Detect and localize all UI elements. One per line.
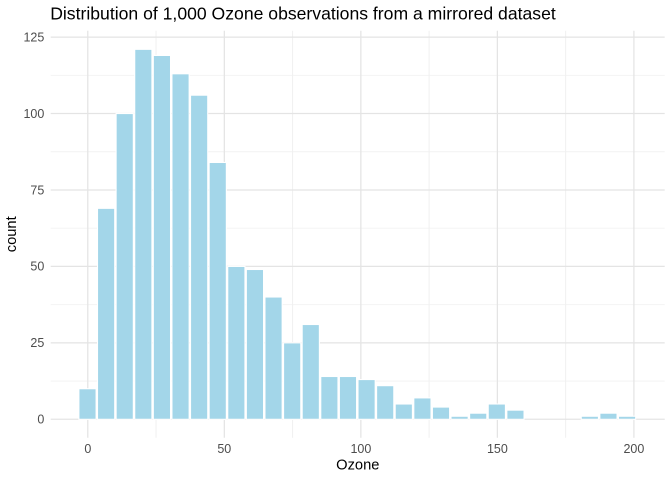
svg-text:Distribution of 1,000 Ozone ob: Distribution of 1,000 Ozone observations… — [50, 4, 556, 24]
svg-text:0: 0 — [84, 442, 91, 456]
svg-text:50: 50 — [30, 260, 44, 274]
svg-text:200: 200 — [623, 442, 644, 456]
svg-text:150: 150 — [487, 442, 508, 456]
svg-text:25: 25 — [30, 336, 44, 350]
svg-text:100: 100 — [23, 107, 44, 121]
svg-text:Ozone: Ozone — [336, 458, 379, 474]
svg-text:125: 125 — [23, 30, 44, 44]
svg-text:0: 0 — [37, 413, 44, 427]
svg-text:75: 75 — [30, 183, 44, 197]
svg-text:50: 50 — [217, 442, 231, 456]
svg-text:100: 100 — [350, 442, 371, 456]
svg-text:count: count — [4, 216, 20, 252]
